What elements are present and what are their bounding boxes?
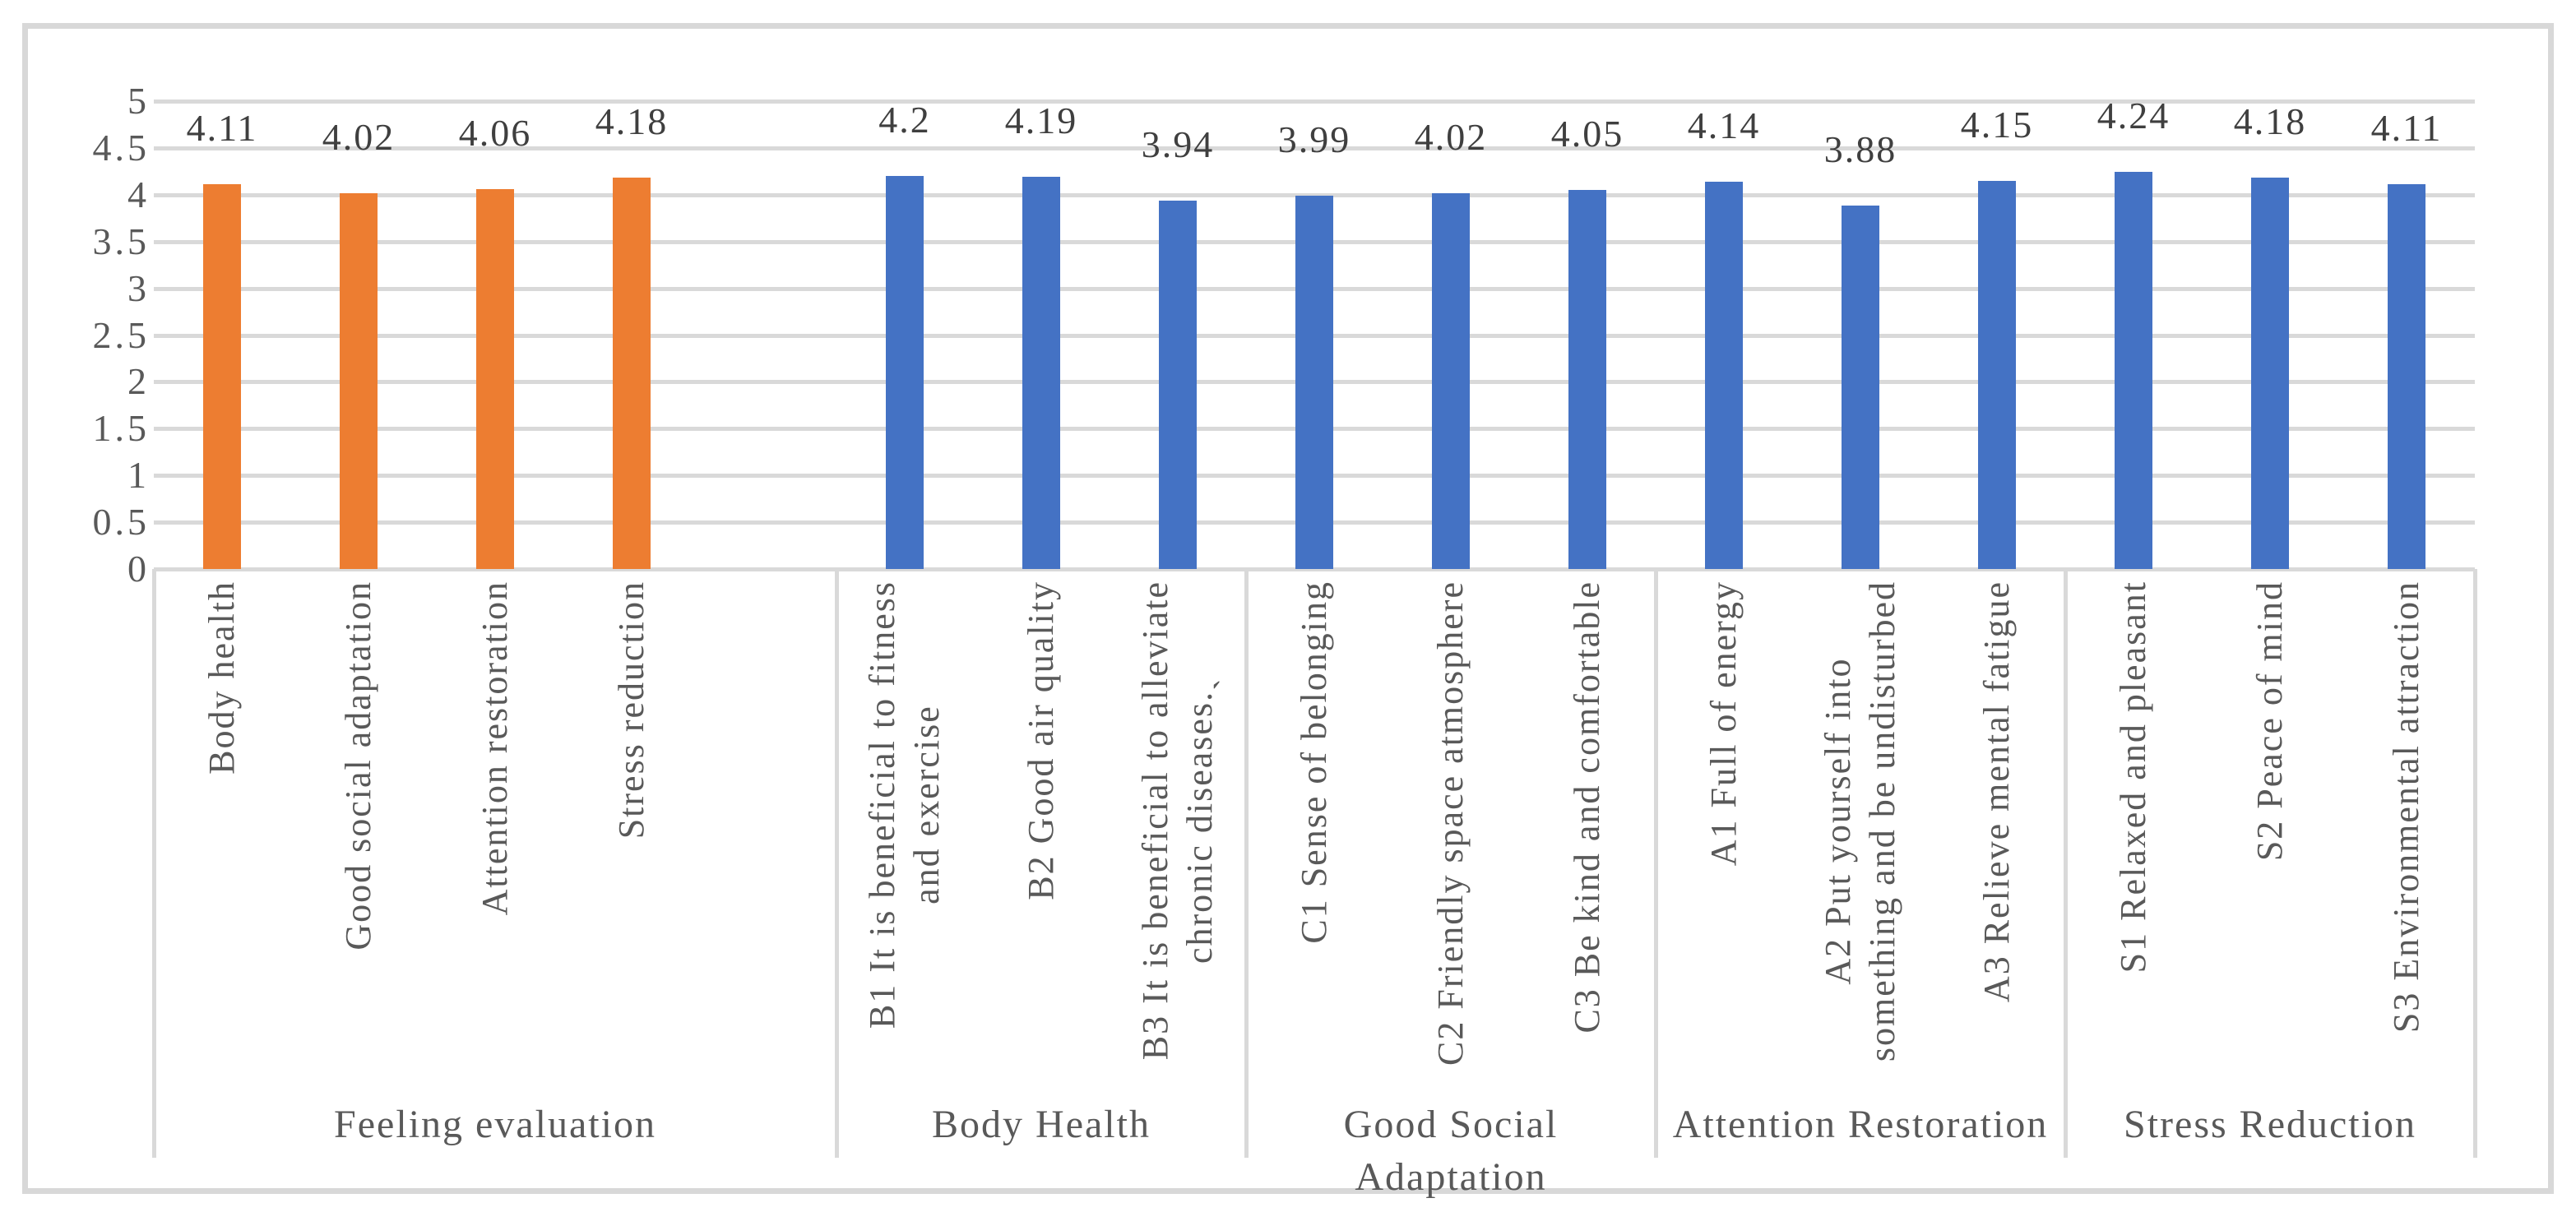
category-label: S3 Environmental attraction — [2384, 581, 2429, 1107]
bar-value-label: 4.14 — [1687, 104, 1761, 146]
bar — [2251, 178, 2289, 569]
y-tick-label: 0.5 — [92, 501, 150, 544]
category-label-text: B3 It is beneficial to alleviate chronic… — [1135, 581, 1220, 1061]
bar — [340, 192, 378, 569]
category-label-text: A1 Full of energy — [1703, 581, 1744, 867]
group-label: Body Health — [932, 1103, 1151, 1146]
bar-value-label: 3.94 — [1141, 123, 1215, 165]
y-tick-label: 1.5 — [92, 407, 150, 450]
bar — [2115, 172, 2152, 569]
y-tick-label: 4.5 — [92, 126, 150, 169]
bar — [1295, 195, 1333, 569]
bar-value-label: 4.18 — [2233, 100, 2307, 143]
bar-value-label: 4.11 — [186, 107, 258, 150]
bar — [476, 188, 514, 569]
y-tick-label: 3.5 — [92, 220, 150, 262]
category-label: A1 Full of energy — [1702, 581, 1746, 1107]
bar — [2388, 184, 2425, 569]
bar — [886, 176, 924, 569]
category-label-text: Attention restoration — [475, 581, 515, 916]
gridline — [154, 99, 2475, 104]
bar-value-label: 4.05 — [1550, 113, 1624, 155]
bar — [1842, 206, 1879, 569]
group-label: Feeling evaluation — [334, 1103, 656, 1146]
group-label: Attention Restoration — [1672, 1103, 2049, 1146]
category-label-text: Stress reduction — [611, 581, 651, 840]
category-label-text: A2 Put yourself into something and be un… — [1818, 581, 1902, 1062]
category-label-text: S3 Environmental attraction — [2386, 581, 2426, 1034]
category-label: C1 Sense of belonging — [1292, 581, 1337, 1107]
category-label-text: C2 Friendly space atmosphere — [1430, 581, 1471, 1066]
group-divider — [1654, 569, 1658, 1158]
bar-value-label: 3.99 — [1277, 118, 1351, 160]
category-label-text: C3 Be kind and comfortable — [1567, 581, 1607, 1034]
group-divider — [2064, 569, 2068, 1158]
bar-value-label: 4.02 — [322, 115, 396, 158]
bar-value-label: 4.24 — [2096, 95, 2171, 137]
category-label-text: B1 It is beneficial to fitness and exerc… — [862, 581, 947, 1029]
category-label: B3 It is beneficial to alleviate chronic… — [1133, 581, 1222, 1107]
bar-value-label: 4.02 — [1414, 115, 1488, 158]
bar-value-label: 4.06 — [458, 111, 532, 154]
bar — [1159, 200, 1197, 569]
bar-value-label: 4.19 — [1004, 99, 1078, 142]
category-label-text: Good social adaptation — [338, 581, 378, 951]
category-label-text: Body health — [202, 581, 242, 775]
bar-value-label: 4.11 — [2370, 107, 2443, 150]
category-label: Good social adaptation — [336, 581, 381, 1107]
label-box-right-border — [2473, 569, 2477, 1158]
y-tick-label: 2.5 — [92, 313, 150, 356]
bar — [203, 184, 241, 569]
bar — [1568, 190, 1606, 569]
category-label: A3 Relieve mental fatigue — [1975, 581, 2019, 1107]
bar — [1022, 177, 1060, 569]
category-label-text: B2 Good air quality — [1021, 581, 1061, 900]
category-label: Stress reduction — [609, 581, 654, 1107]
bar-value-label: 4.15 — [1960, 103, 2034, 146]
category-label: B2 Good air quality — [1019, 581, 1063, 1107]
group-label: Good Social Adaptation — [1343, 1103, 1559, 1199]
bar-value-label: 4.18 — [595, 100, 669, 143]
category-label: Body health — [200, 581, 244, 1107]
category-label-text: S1 Relaxed and pleasant — [2113, 581, 2153, 974]
bar — [1978, 180, 2016, 569]
group-divider — [835, 569, 839, 1158]
y-tick-label: 0 — [127, 548, 150, 590]
group-label: Stress Reduction — [2124, 1103, 2416, 1146]
category-label-text: S2 Peace of mind — [2249, 581, 2290, 862]
y-tick-label: 4 — [127, 173, 150, 215]
category-label-text: C1 Sense of belonging — [1294, 581, 1334, 944]
chart-border — [22, 23, 2554, 1194]
y-tick-label: 2 — [127, 360, 150, 403]
bar-value-label: 3.88 — [1823, 128, 1897, 171]
label-box-left-border — [152, 569, 156, 1158]
bar — [1432, 192, 1470, 569]
category-label: S2 Peace of mind — [2248, 581, 2292, 1107]
category-label: S1 Relaxed and pleasant — [2111, 581, 2156, 1107]
bar — [613, 178, 651, 569]
category-label: C3 Be kind and comfortable — [1565, 581, 1610, 1107]
bar — [1705, 181, 1743, 569]
category-label: C2 Friendly space atmosphere — [1429, 581, 1473, 1107]
category-label: Attention restoration — [473, 581, 517, 1107]
category-label: A2 Put yourself into something and be un… — [1816, 581, 1905, 1107]
x-axis-line — [154, 567, 2475, 571]
category-label: B1 It is beneficial to fitness and exerc… — [860, 581, 949, 1107]
category-label-text: A3 Relieve mental fatigue — [1976, 581, 2017, 1003]
y-tick-label: 5 — [127, 80, 150, 122]
bar-value-label: 4.2 — [878, 99, 931, 141]
gridline — [154, 192, 2475, 197]
y-tick-label: 3 — [127, 266, 150, 309]
group-divider — [1244, 569, 1249, 1158]
y-tick-label: 1 — [127, 454, 150, 497]
gridline — [154, 146, 2475, 150]
